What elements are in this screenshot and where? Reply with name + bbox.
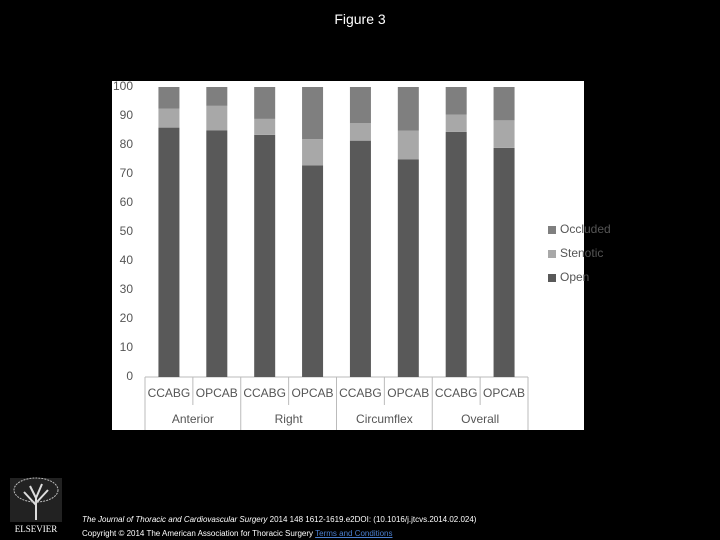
terms-link[interactable]: Terms and Conditions	[315, 529, 393, 538]
copyright-line: Copyright © 2014 The American Associatio…	[82, 529, 393, 538]
y-tick-label: 30	[120, 282, 134, 296]
legend-swatch	[548, 226, 556, 234]
bar-segment	[445, 114, 467, 132]
x-tick-label: CCABG	[339, 386, 382, 400]
group-label: Overall	[461, 412, 499, 426]
bar-segment	[349, 87, 371, 124]
bar-segment	[302, 165, 324, 377]
bar-segment	[206, 130, 228, 377]
x-tick-label: OPCAB	[292, 386, 334, 400]
bar-segment	[158, 108, 180, 128]
bar-segment	[397, 159, 419, 377]
x-tick-label: OPCAB	[387, 386, 429, 400]
y-tick-label: 10	[120, 340, 134, 354]
x-tick-label: CCABG	[243, 386, 286, 400]
y-tick-label: 100	[113, 79, 133, 93]
y-tick-label: 80	[120, 137, 134, 151]
bar-segment	[158, 127, 180, 377]
x-tick-label: CCABG	[435, 386, 478, 400]
y-tick-label: 0	[126, 369, 133, 383]
bar-segment	[493, 120, 515, 148]
y-tick-label: 40	[120, 253, 134, 267]
bar-segment	[493, 147, 515, 377]
group-label: Right	[275, 412, 304, 426]
x-tick-label: OPCAB	[483, 386, 525, 400]
legend-swatch	[548, 250, 556, 258]
group-label: Anterior	[172, 412, 214, 426]
group-label: Circumflex	[356, 412, 413, 426]
bar-segment	[302, 139, 324, 166]
copyright: Copyright © 2014 The American Associatio…	[82, 529, 314, 538]
y-tick-label: 20	[120, 311, 134, 325]
publisher-logo	[10, 477, 62, 522]
bar-segment	[206, 87, 228, 106]
legend-label: Occluded	[560, 222, 611, 236]
legend-label: Open	[560, 270, 589, 284]
legend-label: Stenotic	[560, 246, 603, 260]
bar-segment	[397, 87, 419, 131]
y-tick-label: 50	[120, 224, 134, 238]
bar-segment	[445, 87, 467, 115]
bar-segment	[158, 87, 180, 109]
bar-segment	[445, 131, 467, 377]
x-tick-label: CCABG	[148, 386, 191, 400]
citation: 2014 148 1612-1619.e2DOI: (10.1016/j.jtc…	[269, 515, 477, 524]
figure-title: Figure 3	[334, 11, 386, 27]
bar-segment	[349, 140, 371, 377]
publisher: ELSEVIER	[14, 524, 58, 534]
y-tick-label: 70	[120, 166, 134, 180]
bar-segment	[254, 118, 276, 135]
bar-segment	[254, 87, 276, 119]
bar-segment	[254, 134, 276, 377]
y-tick-label: 60	[120, 195, 134, 209]
bar-segment	[493, 87, 515, 121]
bar-segment	[397, 130, 419, 160]
x-tick-label: OPCAB	[196, 386, 238, 400]
journal: The Journal of Thoracic and Cardiovascul…	[82, 515, 268, 524]
citation-line: The Journal of Thoracic and Cardiovascul…	[82, 515, 476, 524]
y-tick-label: 90	[120, 108, 134, 122]
legend-swatch	[548, 274, 556, 282]
bar-segment	[302, 87, 324, 140]
bar-segment	[206, 105, 228, 131]
bar-segment	[349, 123, 371, 141]
